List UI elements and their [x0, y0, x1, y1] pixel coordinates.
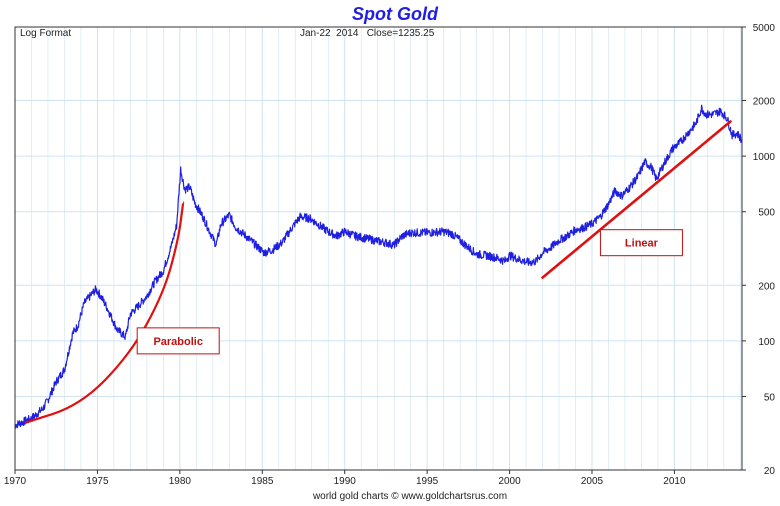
date-close-label: Jan-22 2014 Close=1235.25 [300, 28, 435, 39]
y-tick-label: 5000 [753, 23, 776, 34]
source-credit: world gold charts © www.goldchartsrus.co… [312, 491, 507, 502]
y-tick-label: 200 [758, 281, 775, 292]
x-tick-label: 1975 [86, 476, 109, 487]
annotation-layer: Parabolic Linear [24, 120, 732, 424]
tick-layer: 1970 1975 1980 1985 1990 1995 2000 2005 2010 20 50… [4, 23, 776, 487]
x-tick-label: 1970 [4, 476, 27, 487]
y-tick-label: 2000 [753, 97, 776, 108]
parabolic-label: Parabolic [153, 336, 203, 348]
linear-label: Linear [625, 238, 659, 250]
y-tick-label: 100 [758, 337, 775, 348]
y-tick-label: 20 [764, 466, 776, 477]
x-tick-label: 1980 [169, 476, 192, 487]
grid-layer [14, 26, 742, 471]
x-tick-label: 1985 [251, 476, 274, 487]
y-tick-label: 1000 [753, 152, 776, 163]
x-tick-label: 2010 [663, 476, 686, 487]
chart-title: Spot Gold [352, 4, 439, 24]
linear-box [599, 229, 683, 257]
y-tick-label: 50 [764, 392, 776, 403]
gold-price-line [14, 104, 742, 429]
parabolic-box [136, 327, 220, 355]
series-layer [14, 104, 742, 429]
linear-trend-line [541, 120, 732, 279]
y-tick-label: 500 [758, 208, 775, 219]
x-tick-label: 2000 [498, 476, 521, 487]
plot-frame [14, 26, 743, 471]
x-tick-label: 1990 [334, 476, 357, 487]
x-tick-label: 1995 [416, 476, 439, 487]
parabolic-curve [24, 201, 185, 424]
log-format-label: Log Format [20, 28, 71, 39]
x-tick-label: 2005 [581, 476, 604, 487]
